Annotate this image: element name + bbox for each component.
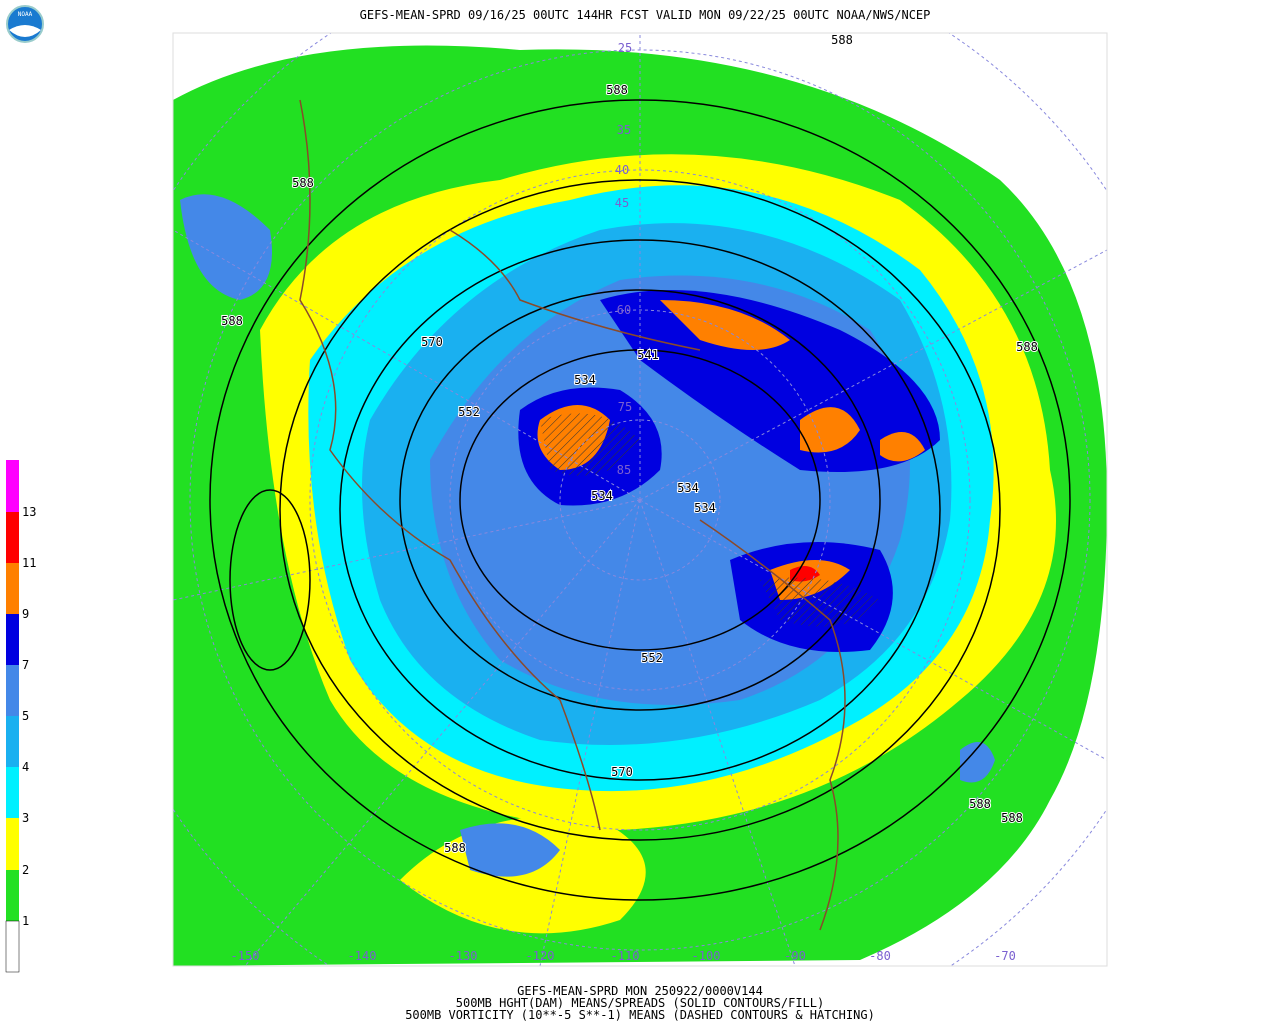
height-contour-label: 552 (641, 651, 663, 665)
vorticity-hatch (540, 413, 640, 476)
longitude-label: -140 (348, 949, 377, 963)
spread-9-11 (800, 407, 860, 453)
latitude-label: 85 (617, 463, 631, 477)
longitude-label: -120 (526, 949, 555, 963)
height-contour-label: 588 (831, 33, 853, 47)
legend-label: 11 (22, 556, 36, 570)
legend-swatch (6, 512, 19, 563)
legend-swatch (6, 818, 19, 870)
legend-swatch (6, 716, 19, 767)
height-contour-label: 588 (221, 314, 243, 328)
longitude-label: -150 (231, 949, 260, 963)
legend-swatch (5, 920, 20, 973)
spread-9-11 (660, 300, 790, 350)
map (173, 33, 1107, 966)
map-frame (172, 32, 1108, 967)
legend-label: 5 (22, 709, 29, 723)
legend-swatch (6, 460, 19, 512)
height-contour-label: 588 (606, 83, 628, 97)
spread-9-11 (880, 432, 925, 462)
latitude-label: 60 (617, 303, 631, 317)
height-contour-label: 534 (574, 373, 596, 387)
legend-label: 2 (22, 863, 29, 877)
legend-label: 7 (22, 658, 29, 672)
height-contour-label: 570 (421, 335, 443, 349)
legend-swatch (6, 614, 19, 665)
legend-label: 9 (22, 607, 29, 621)
legend-swatch (6, 665, 19, 716)
latitude-label: 75 (618, 400, 632, 414)
legend-swatch (6, 870, 19, 921)
height-contour-label: 552 (458, 405, 480, 419)
legend-label: 4 (22, 760, 29, 774)
longitude-label: -100 (692, 949, 721, 963)
coastlines (299, 99, 846, 931)
footer-line: 500MB HGHT(DAM) MEANS/SPREADS (SOLID CON… (456, 996, 824, 1010)
latitude-label: 45 (615, 196, 629, 210)
vorticity-hatch (760, 577, 880, 627)
logo-text: NOAA (18, 11, 33, 18)
legend-label: 13 (22, 505, 36, 519)
spread-5-7 (960, 742, 995, 783)
latitude-label: 35 (617, 123, 631, 137)
legend-swatch (6, 767, 19, 818)
height-contour-label: 588 (292, 176, 314, 190)
longitude-label: -70 (994, 949, 1016, 963)
longitude-label: -90 (784, 949, 806, 963)
height-contour-label: 588 (1016, 340, 1038, 354)
height-contours (209, 99, 1071, 901)
height-contour-label: 534 (694, 501, 716, 515)
graticule (173, 33, 1107, 966)
latitude-label: 25 (618, 41, 632, 55)
latitude-label: 40 (615, 163, 629, 177)
legend (5, 460, 20, 973)
longitude-label: -130 (449, 949, 478, 963)
footer-line: 500MB VORTICITY (10**-5 S**-1) MEANS (DA… (405, 1008, 875, 1022)
height-contour-label: 588 (1001, 811, 1023, 825)
height-contour-label: 534 (677, 481, 699, 495)
legend-swatch (6, 563, 19, 614)
legend-label: 1 (22, 914, 29, 928)
longitude-label: -80 (869, 949, 891, 963)
height-contour-label: 570 (611, 765, 633, 779)
longitude-label: -110 (611, 949, 640, 963)
height-contour-label: 534 (591, 489, 613, 503)
legend-label: 3 (22, 811, 29, 825)
spread-5-7 (460, 823, 560, 877)
height-contour-label: 541 (637, 348, 659, 362)
height-contour-label: 588 (444, 841, 466, 855)
footer-line: GEFS-MEAN-SPRD MON 250922/0000V144 (517, 984, 763, 998)
title: GEFS-MEAN-SPRD 09/16/25 00UTC 144HR FCST… (360, 8, 931, 22)
height-contour-label: 588 (969, 797, 991, 811)
logo-wave (9, 25, 41, 37)
